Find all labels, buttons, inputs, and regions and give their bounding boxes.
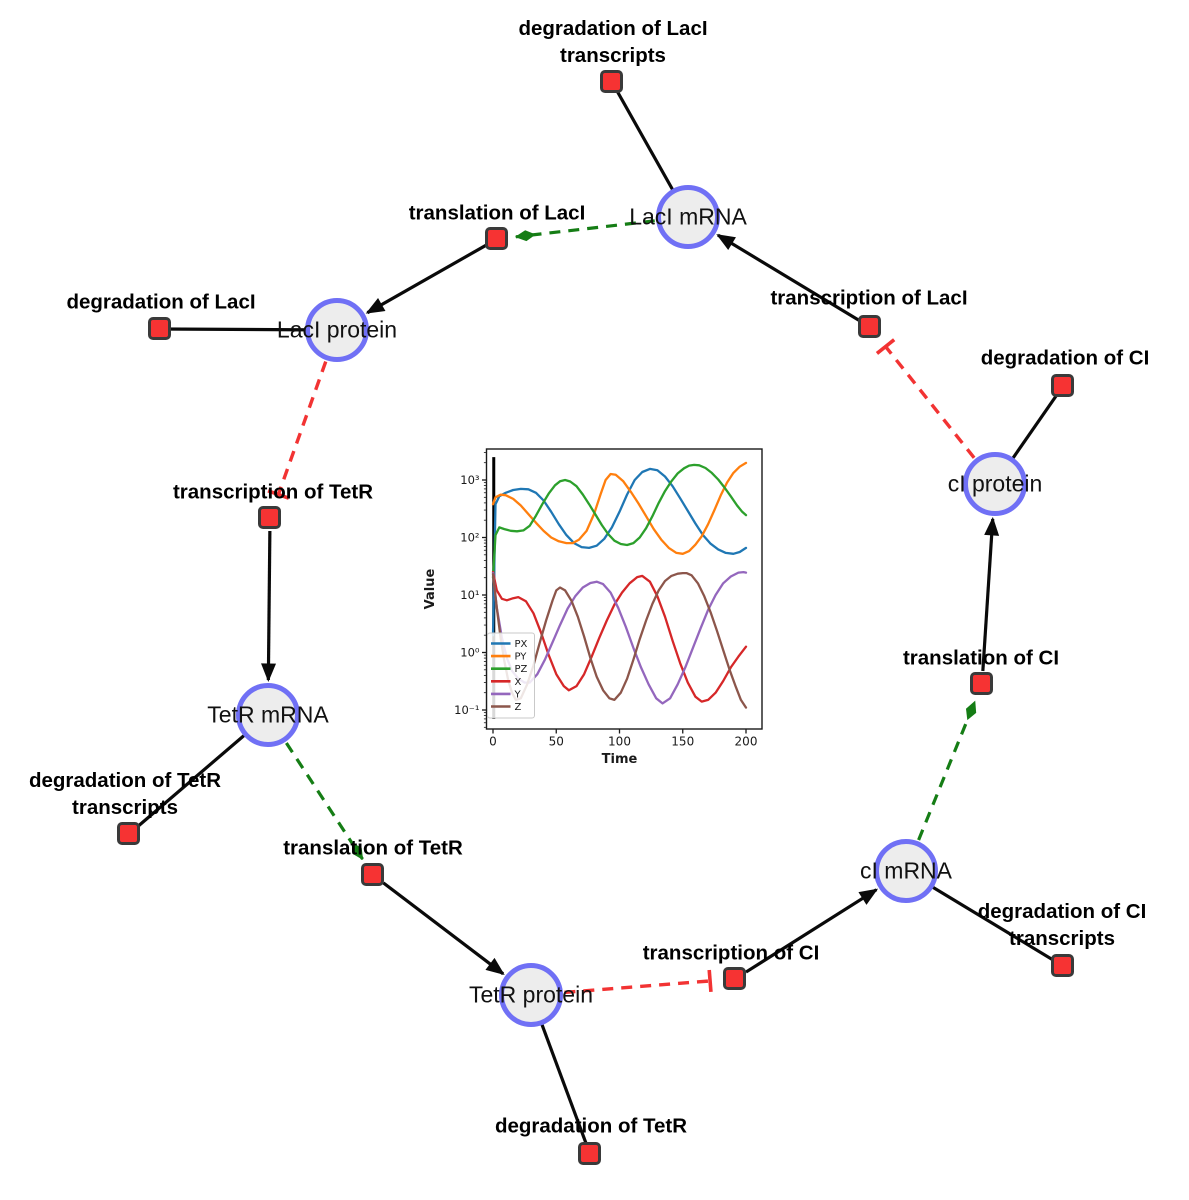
edge-inhibition-ci_prot-r_tx_laci: [884, 345, 976, 459]
reaction-label-r_tx_laci: transcription of LacI: [770, 286, 968, 310]
reaction-label-r_transl_ci: translation of CI: [902, 646, 1060, 670]
edge-arrow-r_tx_ci-ci_mrna: [745, 888, 879, 974]
x-tick-label: 50: [549, 735, 564, 749]
y-tick-label: 10⁰: [460, 646, 480, 660]
reaction-node-r_deg_tetr[interactable]: [578, 1142, 601, 1165]
reaction-label-r_deg_ci: degradation of CI: [980, 346, 1150, 370]
edge-inhibition-laci_prot-r_tx_tetr: [276, 360, 328, 496]
reaction-node-r_deg_ci_tx[interactable]: [1051, 954, 1074, 977]
y-tick-label: 10⁻¹: [454, 703, 479, 717]
reaction-node-r_tx_tetr[interactable]: [258, 506, 281, 529]
edge-arrow-r_transl_laci-laci_prot: [365, 244, 487, 315]
species-node-tetr_mrna[interactable]: [236, 683, 300, 747]
x-tick-label: 200: [735, 735, 758, 749]
x-axis-label: Time: [602, 752, 638, 767]
species-node-ci_prot[interactable]: [963, 452, 1027, 516]
legend-label-PX: PX: [515, 639, 528, 650]
x-tick-label: 150: [671, 735, 694, 749]
inset-chart: 0 50 100 150 200 10⁻¹ 10⁰ 10¹ 10² 10³ Time Value PX P…: [423, 448, 763, 767]
reaction-node-r_transl_laci[interactable]: [485, 227, 508, 250]
species-node-ci_mrna[interactable]: [874, 839, 938, 903]
legend-label-PY: PY: [515, 652, 528, 663]
inhibition-tee-r_tx_laci: [875, 338, 896, 355]
edge-arrow-r_transl_ci-ci_prot: [981, 516, 1000, 672]
legend-label-PZ: PZ: [515, 664, 528, 675]
reaction-node-r_deg_ci[interactable]: [1051, 374, 1074, 397]
species-label-laci_prot: LacI protein: [276, 316, 398, 343]
reaction-node-r_transl_ci[interactable]: [970, 672, 993, 695]
species-label-tetr_mrna: TetR mRNA: [207, 701, 329, 728]
species-node-laci_mrna[interactable]: [656, 185, 720, 249]
series-line-PY: [491, 461, 748, 555]
reaction-label-r_tx_ci: transcription of CI: [642, 941, 820, 965]
reaction-node-r_deg_laci_tx[interactable]: [600, 70, 623, 93]
y-tick-label: 10³: [460, 473, 480, 487]
axes-frame: [485, 448, 763, 730]
series-line-X: [491, 570, 748, 703]
edge-arrow-r_tx_laci-laci_mrna: [716, 233, 860, 322]
legend-label-Y: Y: [514, 689, 522, 700]
reaction-label-r_transl_tetr: translation of TetR: [283, 836, 463, 860]
reaction-node-r_tx_ci[interactable]: [723, 967, 746, 990]
species-label-ci_mrna: cI mRNA: [860, 857, 952, 884]
edge-activation-laci_mrna-r_transl_laci: [514, 219, 655, 242]
edge-activation-ci_mrna-r_transl_ci: [917, 700, 977, 841]
inhibition-tee-r_tx_ci: [707, 969, 713, 993]
edge-arrow-r_tx_tetr-tetr_mrna: [261, 530, 277, 683]
species-label-laci_mrna: LacI mRNA: [629, 203, 747, 230]
species-label-ci_prot: cI protein: [947, 470, 1043, 497]
reaction-label-r_deg_laci_tx: degradation of LacI transcripts: [518, 17, 708, 67]
reaction-node-r_deg_laci[interactable]: [148, 317, 171, 340]
reaction-label-r_deg_tetr: degradation of TetR: [494, 1114, 688, 1138]
inhibition-tee-r_tx_tetr: [267, 489, 290, 500]
series-line-PZ: [491, 463, 748, 579]
edge-inhibition-tetr_prot-r_tx_ci: [564, 979, 711, 995]
series-line-PX: [491, 467, 748, 637]
x-tick-label: 0: [489, 735, 497, 749]
edge-arrow-r_transl_tetr-tetr_prot: [382, 881, 505, 976]
edge-activation-tetr_mrna-r_transl_tetr: [285, 742, 364, 860]
reaction-label-r_transl_laci: translation of LacI: [408, 201, 586, 225]
legend-label-X: X: [515, 677, 522, 688]
y-tick-label: 10¹: [460, 588, 479, 602]
reaction-label-r_deg_ci_tx: degradation of CI transcripts: [977, 900, 1147, 950]
species-label-tetr_prot: TetR protein: [468, 981, 594, 1008]
reaction-label-r_tx_tetr: transcription of TetR: [172, 480, 374, 504]
species-node-laci_prot[interactable]: [305, 298, 369, 362]
legend-box: [487, 632, 535, 719]
y-tick-label: 10²: [460, 531, 479, 545]
y-axis-label: Value: [423, 568, 438, 609]
x-tick-label: 100: [608, 735, 631, 749]
reaction-label-r_deg_tetr_tx: degradation of TetR transcripts: [28, 769, 222, 819]
reaction-label-r_deg_laci: degradation of LacI: [66, 290, 256, 314]
reaction-node-r_deg_tetr_tx[interactable]: [117, 822, 140, 845]
species-node-tetr_prot[interactable]: [499, 963, 563, 1027]
reaction-node-r_transl_tetr[interactable]: [361, 863, 384, 886]
reaction-node-r_tx_laci[interactable]: [858, 315, 881, 338]
legend-label-Z: Z: [515, 702, 522, 713]
